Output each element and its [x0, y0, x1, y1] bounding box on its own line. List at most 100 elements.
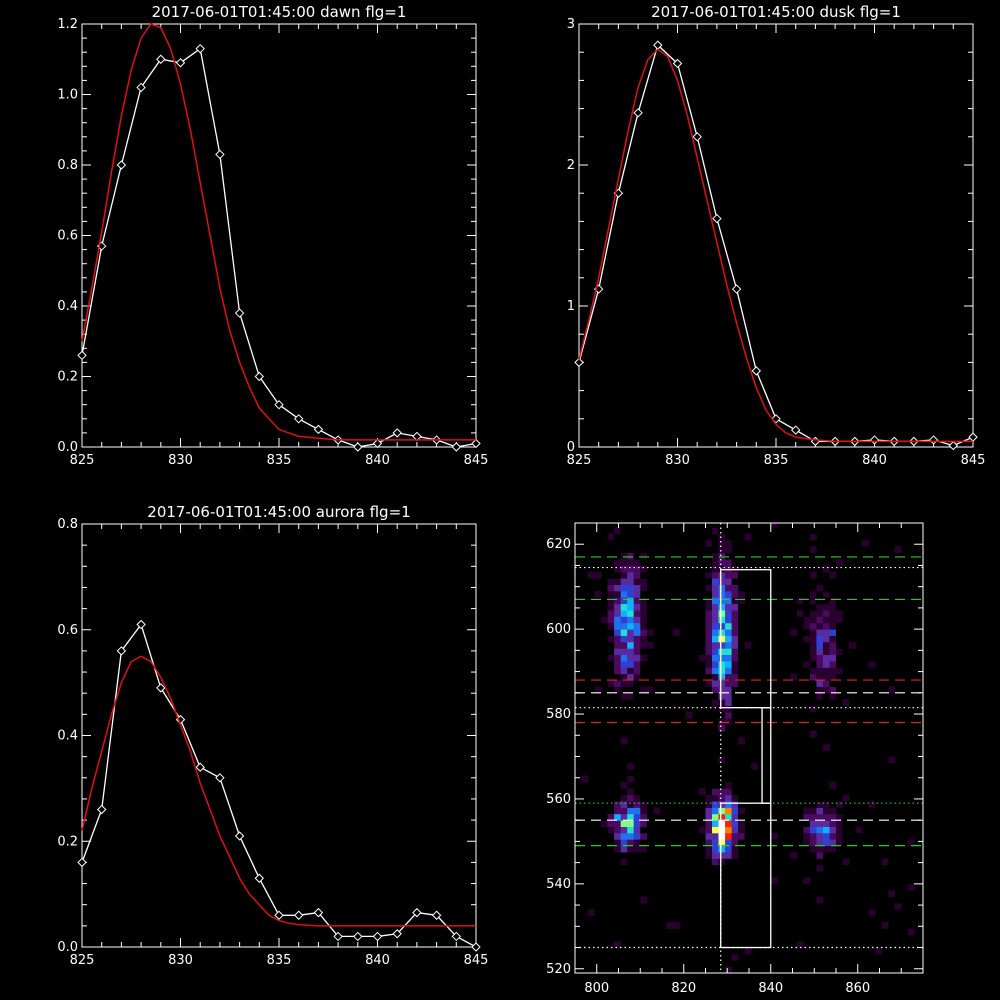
heatmap-cell	[659, 852, 667, 859]
heatmap-cell	[725, 629, 732, 636]
heatmap-cell	[744, 794, 752, 802]
heatmap-cell	[653, 616, 661, 624]
heatmap-cell	[868, 692, 876, 700]
heatmap-cell	[816, 661, 824, 668]
heatmap-cell	[770, 552, 778, 560]
heatmap-cell	[575, 718, 582, 726]
heatmap-cell	[816, 616, 824, 624]
heatmap-cell	[809, 584, 817, 592]
heatmap-cell	[640, 896, 648, 904]
heatmap-cell	[914, 711, 922, 719]
heatmap-cell	[823, 673, 830, 681]
heatmap-cell	[823, 737, 830, 745]
heatmap-cell	[809, 667, 817, 675]
heatmap-cell	[627, 680, 635, 687]
heatmap-cell	[731, 852, 739, 859]
heatmap-cell	[705, 571, 713, 579]
heatmap-cell	[607, 852, 615, 859]
heatmap-cell	[770, 960, 778, 968]
heatmap-cell	[614, 597, 621, 605]
heatmap-cell	[633, 826, 641, 834]
heatmap-cell	[829, 686, 837, 694]
heatmap-cell	[868, 533, 876, 541]
heatmap-cell	[725, 667, 732, 675]
heatmap-cell	[581, 711, 589, 719]
heatmap-cell	[836, 820, 843, 827]
heatmap-cell	[803, 839, 811, 847]
heatmap-cell	[633, 705, 641, 713]
dawn-data-point	[372, 438, 383, 449]
heatmap-cell	[842, 654, 850, 662]
heatmap-cell	[633, 584, 641, 592]
heatmap-cell	[731, 610, 739, 617]
heatmap-cell	[836, 654, 843, 662]
heatmap-cell	[757, 813, 765, 821]
heatmap-cell	[725, 794, 732, 802]
heatmap-cell	[699, 864, 706, 872]
heatmap-cell	[731, 953, 739, 961]
heatmap-cell	[823, 641, 830, 649]
heatmap-cell	[803, 610, 811, 617]
heatmap-cell	[836, 597, 843, 605]
heatmap-cell	[731, 686, 739, 694]
heatmap-cell	[901, 559, 909, 566]
heatmap-cell	[881, 692, 889, 700]
heatmap-cell	[868, 909, 876, 917]
heatmap-cell	[633, 692, 641, 700]
heatmap-cell	[633, 622, 641, 630]
heatmap-cell	[672, 629, 680, 636]
heatmap-cell	[803, 826, 811, 834]
heatmap-cell	[653, 686, 661, 694]
dawn-x-tick-label: 825	[70, 453, 95, 468]
dawn-y-tick-label: 0.6	[57, 229, 78, 244]
heatmap-cell	[738, 584, 745, 592]
heatmap-cell	[633, 673, 641, 681]
heatmap-cell	[803, 616, 811, 624]
heatmap-cell	[705, 724, 713, 732]
heatmap-cell	[744, 648, 752, 655]
heatmap-cell	[816, 864, 824, 872]
heatmap-cell	[614, 692, 621, 700]
heatmap-cell	[705, 820, 713, 827]
heatmap-cell	[836, 801, 843, 808]
aurora-data-point	[195, 762, 205, 772]
heatmap-cell	[823, 680, 830, 687]
heatmap-cell	[699, 629, 706, 636]
heatmap-cell	[816, 699, 824, 706]
heatmap-cell	[601, 635, 608, 643]
aurora-x-tick-label: 840	[365, 953, 390, 968]
heatmap-cell	[712, 788, 719, 796]
heatmap-cell	[705, 654, 713, 662]
heatmap-cell	[920, 775, 923, 783]
aurora-data-point	[77, 857, 87, 868]
heatmap-cell	[868, 801, 876, 808]
heatmap-cell	[829, 673, 837, 681]
heatmap-cell	[712, 743, 719, 751]
heatmap-cell	[718, 858, 726, 866]
heatmap-cell	[640, 654, 648, 662]
heatmap-cell	[659, 527, 667, 534]
heatmap-cell	[712, 832, 719, 840]
heatmap-cell	[829, 883, 837, 891]
heatmap-cell	[725, 852, 732, 859]
heatmap-cell	[718, 782, 726, 789]
heatmap-cell	[607, 597, 615, 605]
heatmap-cell	[607, 801, 615, 808]
heatmap-cell	[685, 571, 693, 579]
heatmap-cell	[725, 610, 732, 617]
aurora-plot-frame	[81, 523, 477, 948]
heatmap-cell	[770, 584, 778, 592]
aurora-x-tick-label: 835	[267, 953, 292, 968]
heatmap-cell	[627, 559, 635, 566]
heatmap-cell	[712, 622, 719, 630]
dusk-data-point	[731, 284, 742, 294]
heatmap-cell	[705, 667, 713, 675]
heatmap-cell	[614, 673, 621, 681]
dusk-data-point	[751, 366, 762, 376]
heatmap-cell	[679, 845, 687, 853]
heatmap-cell	[705, 648, 713, 655]
heatmap-cell	[725, 782, 732, 789]
heatmap-cell	[627, 692, 635, 700]
heatmap-cell	[757, 858, 765, 866]
heatmap-cell	[640, 565, 648, 573]
